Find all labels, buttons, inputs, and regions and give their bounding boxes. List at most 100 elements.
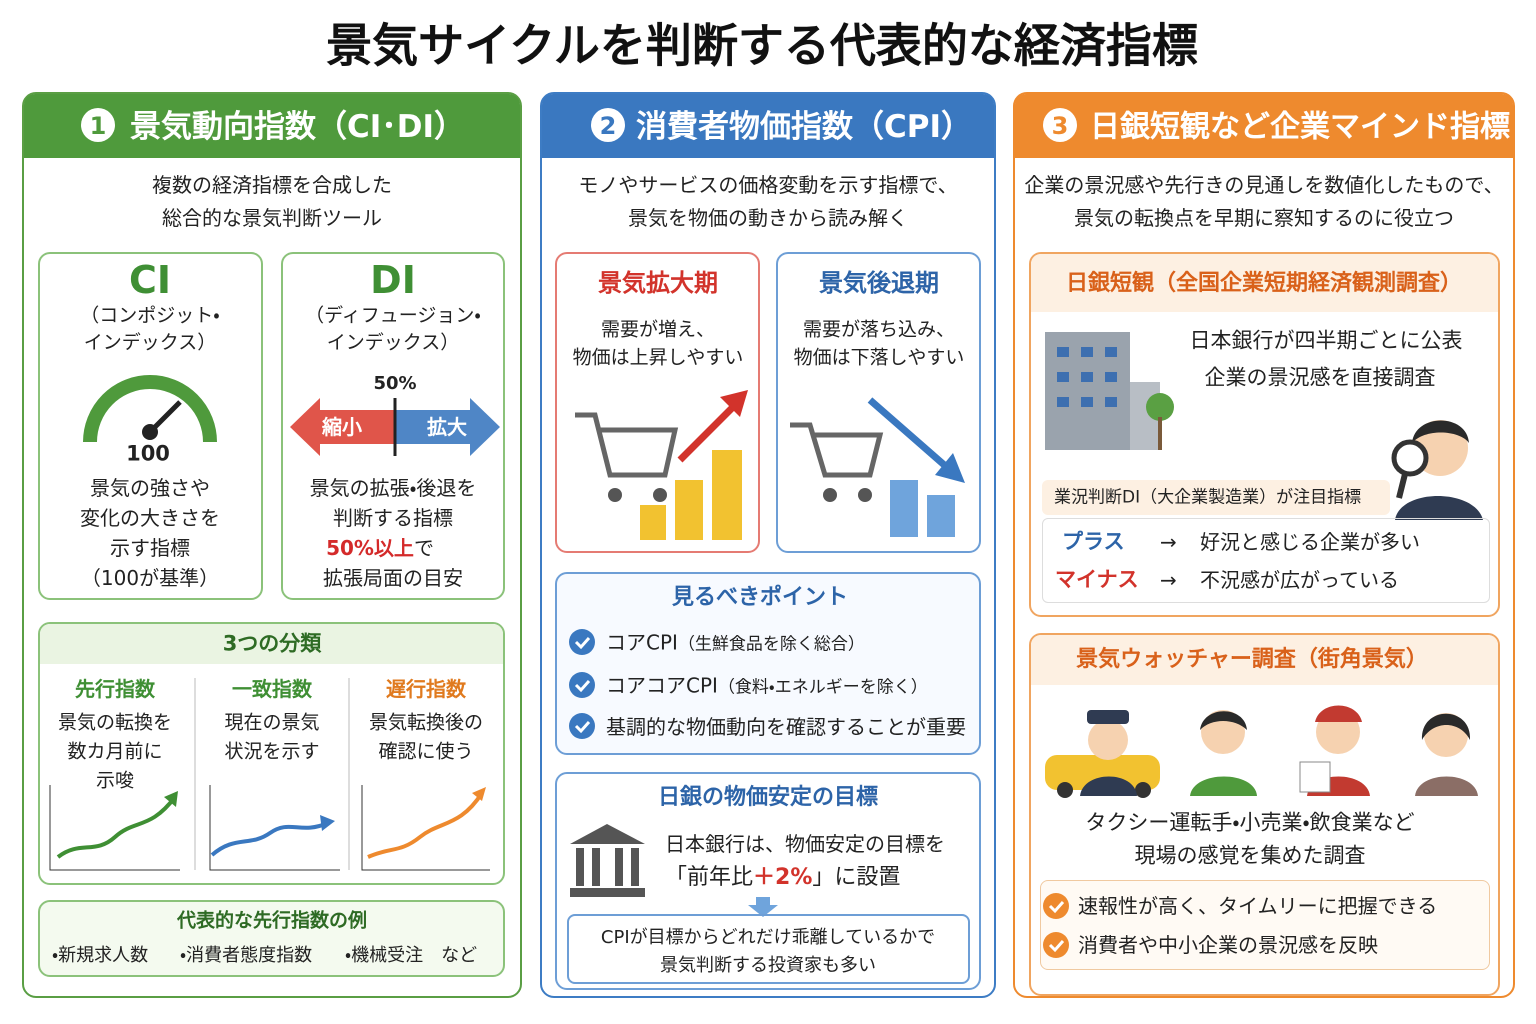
point-item: コアコアCPI（食料・エネルギーを除く）: [606, 675, 928, 698]
bank-icon: [570, 824, 645, 897]
survey-desc: 日本銀行が四半期ごとに公表: [1189, 328, 1463, 353]
class-desc: 現在の景気: [224, 711, 320, 734]
examples-card: [38, 900, 505, 977]
trend-icons: [49, 785, 490, 871]
di-card: [281, 252, 505, 600]
decoration: [1081, 372, 1093, 382]
decoration: [320, 815, 335, 831]
panel-number: 3: [1051, 111, 1069, 140]
decoration: [569, 672, 595, 698]
decoration: [1045, 755, 1160, 790]
boj-target-text: 日本銀行は、物価安定の目標を: [665, 832, 945, 856]
gauge-label: 100: [126, 441, 170, 466]
watcher-card: [1029, 633, 1500, 996]
examples-title: 代表的な先行指数の例: [176, 909, 368, 932]
decoration: [1057, 397, 1069, 407]
point-main: コアCPI: [606, 630, 678, 655]
decoration: [164, 791, 178, 807]
decoration: [1043, 932, 1069, 958]
panel-heading: 景気動向指数（CI･DI）: [130, 108, 466, 145]
di-desc: 景気の拡張・後退を: [309, 476, 477, 500]
class-desc: 確認に使う: [378, 740, 474, 763]
decoration: [1081, 347, 1093, 357]
row-arrow: →: [1160, 530, 1177, 554]
decoration: [640, 505, 666, 540]
class-desc: 数カ月前に: [67, 740, 163, 763]
watcher-item: 速報性が高く、タイムリーに把握できる: [1078, 894, 1438, 918]
check-icons: [569, 629, 595, 739]
boj-target-text-pre: 「前年比: [665, 864, 754, 890]
decoration: [83, 375, 217, 443]
di-label-band: [1042, 480, 1390, 515]
boj-target-text-post: 」に設置: [812, 864, 901, 890]
decoration: [142, 424, 158, 440]
decoration: [592, 848, 600, 886]
decoration: [1081, 397, 1093, 407]
classification-card: [38, 622, 505, 885]
ci-desc: 示す指標: [110, 536, 190, 560]
decoration: [890, 480, 918, 537]
decoration: [81, 108, 115, 142]
example-item: ・新規求人数: [52, 945, 149, 967]
decoration: [1080, 776, 1137, 796]
decoration: [1415, 776, 1478, 796]
decoration: [1048, 901, 1065, 914]
ci-full: インデックス）: [83, 331, 217, 354]
lead: 複数の経済指標を合成した: [152, 173, 392, 197]
rising-price-icon: [575, 390, 748, 540]
decoration: [576, 848, 584, 886]
ci-desc: 変化の大きさを: [80, 506, 220, 530]
decoration: [823, 488, 837, 502]
decoration: [712, 450, 742, 540]
class-name: 先行指数: [75, 677, 155, 701]
decoration: [867, 397, 953, 473]
di-full: インデックス）: [326, 331, 460, 354]
lead: 景気の転換点を早期に察知するのに役立つ: [1074, 206, 1454, 230]
point-note: （生鮮食品を除く総合）: [677, 634, 865, 655]
decoration: [748, 897, 778, 917]
decoration: [1421, 713, 1471, 740]
ci-card: [38, 252, 263, 600]
sign-plus: プラス: [1062, 529, 1125, 554]
phase-title: 景気後退期: [819, 268, 939, 297]
class-name: 遅行指数: [386, 677, 466, 701]
example-item: ・消費者態度指数: [180, 945, 313, 967]
watcher-band: [1031, 635, 1498, 685]
panel-heading: 消費者物価指数（CPI）: [636, 108, 973, 145]
person-magnifier-icon: [1391, 420, 1483, 520]
decoration: [472, 787, 486, 801]
ci-name: CI: [128, 258, 172, 303]
row-arrow: →: [1160, 568, 1177, 592]
decoration: [574, 637, 591, 650]
example-item: ・機械受注 など: [345, 945, 478, 967]
decoration: [1395, 496, 1483, 520]
row-meaning: 不況感が広がっている: [1200, 568, 1399, 592]
watcher-title: 景気ウォッチャー調査（街角景気）: [1076, 646, 1428, 672]
decoration: [1412, 420, 1469, 443]
survey-desc: 企業の景況感を直接調査: [1204, 365, 1436, 390]
decoration: [1057, 782, 1073, 798]
page-title: 景気サイクルを判断する代表的な経済指標: [326, 18, 1198, 73]
decoration: [290, 398, 395, 456]
decoration: [569, 629, 595, 655]
decoration: [1087, 710, 1129, 724]
lead: 景気を物価の動きから読み解く: [628, 206, 908, 230]
panel-heading: 日銀短観など企業マインド指標: [1090, 109, 1510, 145]
di-rows-card: [1042, 518, 1490, 603]
point-main: 基調的な物価動向を確認することが重要: [606, 715, 966, 739]
boj-note: CPIが目標からどれだけ乖離しているかで: [600, 927, 936, 949]
decoration: [615, 848, 623, 886]
decoration: [935, 453, 965, 483]
decoration: [675, 480, 703, 540]
di-left: 縮小: [322, 415, 362, 439]
decoration: [361, 785, 490, 871]
survey-title: 日銀短観（全国企業短期経済観測調査）: [1065, 270, 1463, 296]
boj-target-card: [555, 772, 981, 990]
di-right: 拡大: [427, 415, 467, 439]
watcher-desc: タクシー運転手・小売業・飲食業など: [1085, 810, 1415, 835]
boj-target-title: 日銀の物価安定の目標: [657, 784, 879, 810]
ci-desc: （100が基準）: [80, 566, 220, 590]
decoration: [575, 412, 679, 478]
